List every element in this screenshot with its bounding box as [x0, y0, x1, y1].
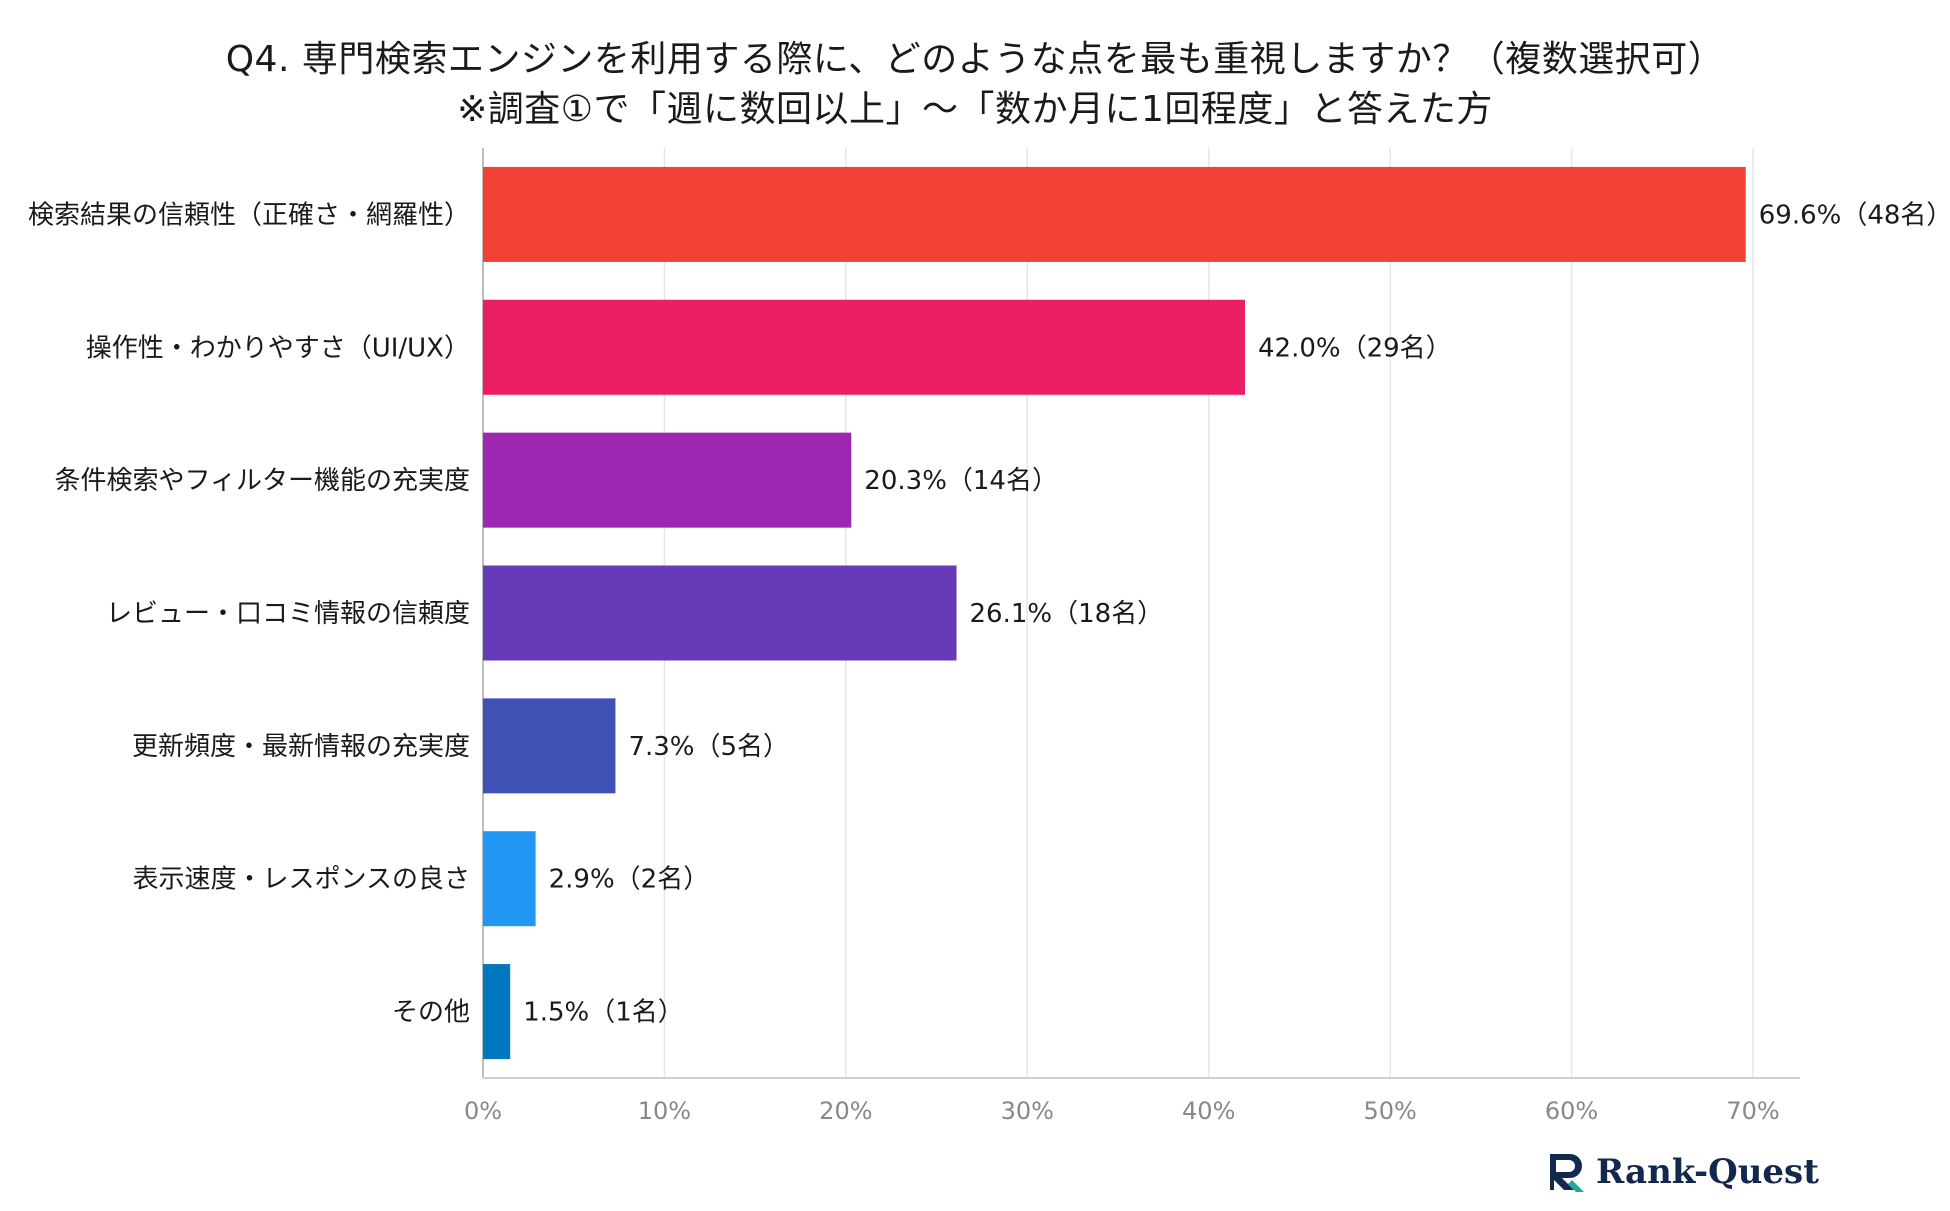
data-label: 1.5%（1名） [523, 998, 684, 1028]
data-label: 69.6%（48名） [1759, 200, 1950, 230]
category-label: 表示速度・レスポンスの良さ [133, 865, 470, 895]
bars [483, 166, 1746, 1060]
chart-subtitle: ※調査①で「週に数回以上」～「数か月に1回程度」と答えた方 [457, 89, 1493, 130]
x-tick-label: 20% [819, 1097, 872, 1125]
logo-text: Rank-Quest [1596, 1152, 1819, 1192]
brand-logo: Rank-Quest [1544, 1148, 1819, 1196]
bar-chart: 検索結果の信頼性（正確さ・網羅性） 操作性・わかりやすさ（UI/UX） 条件検索やフ… [28, 148, 1950, 1125]
category-label: 検索結果の信頼性（正確さ・網羅性） [28, 200, 470, 230]
category-label: 操作性・わかりやすさ（UI/UX） [86, 333, 470, 363]
bar [483, 432, 852, 528]
rank-quest-logo-icon [1550, 1154, 1584, 1192]
category-label: 更新頻度・最新情報の充実度 [132, 732, 470, 762]
data-label: 20.3%（14名） [864, 466, 1058, 496]
data-label: 42.0%（29名） [1258, 333, 1452, 363]
data-label: 7.3%（5名） [628, 732, 789, 762]
x-tick-label: 10% [638, 1097, 691, 1125]
chart-title: Q4. 専門検索エンジンを利用する際に、どのような点を最も重視しますか？（複数選… [225, 39, 1725, 80]
x-tick-label: 40% [1182, 1097, 1235, 1125]
category-label: レビュー・口コミ情報の信頼度 [106, 599, 470, 629]
x-tick-label: 60% [1545, 1097, 1598, 1125]
category-labels: 検索結果の信頼性（正確さ・網羅性） 操作性・わかりやすさ（UI/UX） 条件検索やフ… [28, 200, 470, 1027]
data-label: 26.1%（18名） [970, 599, 1164, 629]
data-labels: 69.6%（48名） 42.0%（29名） 20.3%（14名） 26.1%（18名）… [523, 200, 1950, 1027]
x-tick-label: 50% [1363, 1097, 1416, 1125]
x-tick-label: 30% [1001, 1097, 1054, 1125]
x-tick-label: 70% [1726, 1097, 1779, 1125]
bar [483, 698, 616, 794]
bar [483, 166, 1746, 262]
bar [483, 964, 511, 1060]
bar [483, 299, 1245, 395]
bar [483, 831, 536, 927]
data-label: 2.9%（2名） [549, 865, 710, 895]
category-label: その他 [392, 998, 470, 1028]
bar [483, 565, 957, 661]
x-tick-label: 0% [464, 1097, 502, 1125]
category-label: 条件検索やフィルター機能の充実度 [55, 466, 470, 496]
x-axis-ticks: 0% 10% 20% 30% 40% 50% 60% 70% [464, 1097, 1780, 1125]
